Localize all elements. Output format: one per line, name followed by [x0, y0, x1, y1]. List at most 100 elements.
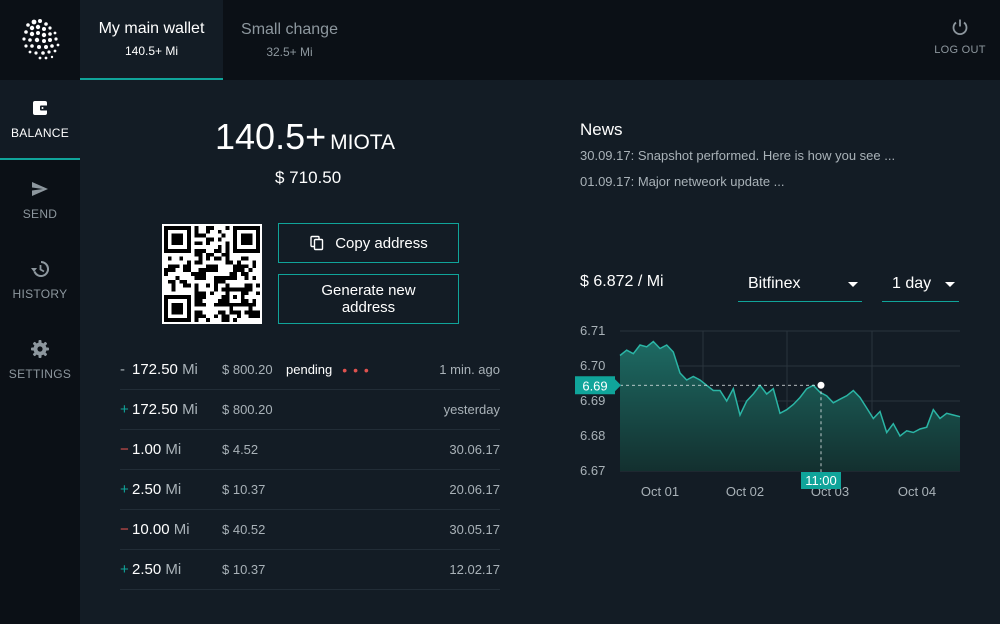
chevron-down-icon [848, 282, 858, 287]
logout-label: LOG OUT [934, 44, 986, 56]
transaction-date: 30.05.17 [449, 522, 500, 537]
generate-address-label: Generate new address [321, 282, 416, 316]
wallet-tab-main[interactable]: My main wallet 140.5+ Mi [80, 0, 223, 80]
transaction-row[interactable]: +2.50 Mi $ 10.37 20.06.17 [120, 470, 500, 510]
wallet-tabs-bar: My main wallet 140.5+ Mi Small change 32… [80, 0, 1000, 80]
nav-send-label: SEND [22, 207, 58, 221]
crosshair-point [817, 381, 825, 389]
copy-address-label: Copy address [335, 234, 428, 252]
news-item[interactable]: 30.09.17: Snapshot performed. Here is ho… [580, 148, 896, 163]
pending-dots-icon: • • • [342, 361, 370, 378]
chevron-down-icon [945, 282, 955, 287]
wallet-tab-name: Small change [241, 21, 338, 38]
transaction-date: 12.02.17 [449, 562, 500, 577]
transaction-unit: Mi [182, 361, 198, 378]
price-area [620, 341, 960, 471]
power-icon [952, 19, 968, 36]
transaction-value: 2.50 [132, 481, 162, 498]
y-tick-label: 6.67 [580, 463, 605, 478]
transaction-amount: 172.50 Mi [132, 361, 222, 378]
exchange-select-value: Bitfinex [748, 274, 801, 292]
transaction-value: 172.50 [132, 361, 178, 378]
iota-logo-icon [22, 19, 60, 60]
transaction-row[interactable]: -172.50 Mi $ 800.20 pending • • • 1 min. ago [120, 350, 500, 390]
y-tick-label: 6.71 [580, 323, 605, 338]
transaction-value: 10.00 [132, 521, 170, 538]
balance-value: 140.5+ [215, 116, 327, 157]
transaction-amount: 172.50 Mi [132, 401, 222, 418]
y-tick-label: 6.70 [580, 358, 605, 373]
qr-code-icon [164, 226, 260, 322]
news-title: News [580, 120, 623, 139]
timeframe-select-value: 1 day [892, 274, 932, 292]
transaction-usd: $ 10.37 [222, 562, 266, 577]
nav-send[interactable]: SEND [0, 160, 80, 240]
wallet-icon [33, 101, 48, 115]
iota-logo [0, 0, 80, 80]
crosshair-value-pointer [615, 379, 621, 392]
logout-button[interactable]: LOG OUT [934, 18, 986, 56]
transaction-usd: $ 40.52 [222, 522, 266, 537]
nav-settings-label: SETTINGS [8, 367, 72, 381]
main-content: 140.5+ MIOTA $ 710.50 Copy address Genera… [80, 80, 1000, 624]
transaction-sign: - [120, 361, 125, 378]
transaction-list: -172.50 Mi $ 800.20 pending • • • 1 min. ago… [120, 350, 500, 590]
transaction-unit: Mi [173, 521, 190, 538]
timeframe-select[interactable]: 1 day [882, 266, 959, 302]
address-qr-code[interactable] [162, 224, 262, 324]
crosshair-time-label: 11:00 [805, 473, 837, 488]
x-tick-label: Oct 01 [641, 484, 679, 499]
copy-icon [310, 235, 324, 251]
transaction-amount: 2.50 Mi [132, 561, 222, 578]
transaction-status: pending [286, 362, 333, 377]
wallet-tab-small-change[interactable]: Small change 32.5+ Mi [223, 0, 356, 80]
transaction-value: 2.50 [132, 561, 162, 578]
balance-usd: $ 710.50 [275, 168, 342, 187]
transaction-unit: Mi [165, 561, 182, 578]
transaction-row[interactable]: −1.00 Mi $ 4.52 30.06.17 [120, 430, 500, 470]
transaction-unit: Mi [182, 401, 198, 418]
transaction-sign: − [120, 521, 129, 538]
wallet-tab-name: My main wallet [98, 20, 205, 37]
transaction-date: 1 min. ago [439, 362, 500, 377]
balance-amount: 140.5+ MIOTA [215, 116, 395, 158]
nav-history-label: HISTORY [12, 287, 68, 301]
crosshair-value-tag [575, 376, 615, 395]
wallet-tab-amount: 32.5+ Mi [266, 45, 313, 59]
generate-address-button[interactable]: Generate new address [278, 274, 459, 324]
transaction-row[interactable]: −10.00 Mi $ 40.52 30.05.17 [120, 510, 500, 550]
news-item[interactable]: 01.09.17: Major netweork update ... [580, 174, 785, 189]
balance-unit: MIOTA [330, 131, 396, 154]
transaction-unit: Mi [165, 481, 182, 498]
y-tick-label: 6.69 [580, 393, 605, 408]
crosshair-time-tag [801, 472, 841, 489]
transaction-sign: + [120, 481, 129, 498]
transaction-row[interactable]: +172.50 Mi $ 800.20 yesterday [120, 390, 500, 430]
transaction-value: 1.00 [132, 441, 162, 458]
transaction-amount: 10.00 Mi [132, 521, 222, 538]
transaction-usd: $ 10.37 [222, 482, 266, 497]
current-price: $ 6.872 / Mi [580, 273, 664, 290]
x-tick-label: Oct 04 [898, 484, 936, 499]
transaction-usd: $ 800.20 [222, 362, 273, 377]
copy-address-button[interactable]: Copy address [278, 223, 459, 263]
transaction-date: 20.06.17 [449, 482, 500, 497]
transaction-unit: Mi [165, 441, 182, 458]
nav-history[interactable]: HISTORY [0, 240, 80, 320]
send-icon [32, 182, 48, 196]
transaction-usd: $ 800.20 [222, 402, 273, 417]
transaction-amount: 2.50 Mi [132, 481, 222, 498]
transaction-sign: + [120, 401, 129, 418]
transaction-usd: $ 4.52 [222, 442, 259, 457]
transaction-sign: − [120, 441, 129, 458]
nav-settings[interactable]: SETTINGS [0, 320, 80, 400]
exchange-select[interactable]: Bitfinex [738, 266, 862, 302]
sidebar: BALANCE SEND HISTORY SETTINGS [0, 80, 80, 624]
transaction-row[interactable]: +2.50 Mi $ 10.37 12.02.17 [120, 550, 500, 590]
transaction-amount: 1.00 Mi [132, 441, 222, 458]
transaction-value: 172.50 [132, 401, 178, 418]
wallet-tab-amount: 140.5+ Mi [124, 44, 179, 58]
transaction-date: 30.06.17 [449, 442, 500, 457]
nav-balance[interactable]: BALANCE [0, 80, 80, 160]
